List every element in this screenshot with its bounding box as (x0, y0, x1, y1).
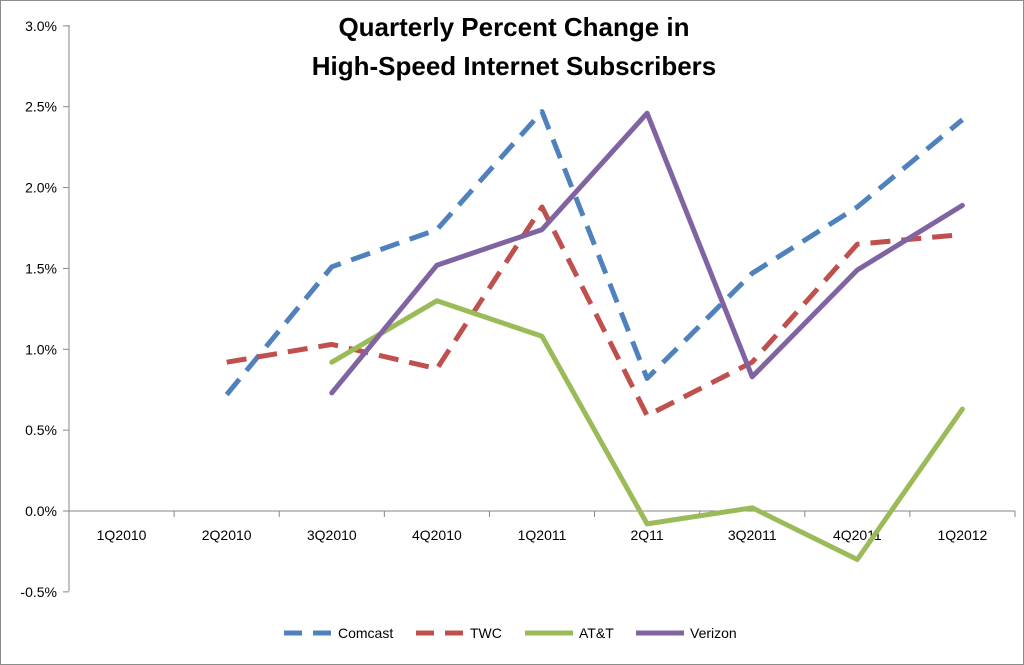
series-line-twc (226, 204, 963, 419)
y-tick-label: 2.5% (25, 99, 57, 115)
x-tick-label: 2Q11 (631, 527, 664, 543)
x-tick-label: 3Q2010 (307, 527, 357, 543)
y-tick-label: 1.5% (25, 260, 57, 276)
y-tick-label: 3.0% (25, 18, 57, 34)
x-tick-label: 2Q2010 (202, 527, 252, 543)
y-tick-label: 0.5% (25, 422, 57, 438)
legend-label-twc: TWC (470, 625, 502, 641)
x-tick-label: 1Q2010 (97, 527, 147, 543)
y-tick-label: -0.5% (20, 584, 57, 600)
legend: Comcast TWC AT&T Verizon (284, 625, 737, 641)
chart-title-line-2: High-Speed Internet Subscribers (312, 51, 717, 81)
legend-label-comcast: Comcast (338, 625, 393, 641)
series-line-verizon (329, 110, 965, 396)
y-tick-label: 1.0% (25, 341, 57, 357)
chart-title-line-1: Quarterly Percent Change in (338, 12, 689, 42)
x-tick-label: 3Q2011 (728, 527, 777, 543)
axes: 3.0% 2.5% 2.0% 1.5% 1.0% 0.5% 0.0% -0.5% 1Q2010 2… (20, 18, 1016, 600)
legend-label-at-t: AT&T (579, 625, 614, 641)
legend-label-verizon: Verizon (690, 625, 737, 641)
series-line-comcast (224, 109, 964, 397)
y-tick-label: 2.0% (25, 180, 57, 196)
series-line-at-t (329, 298, 965, 562)
y-tick-label: 0.0% (25, 503, 57, 519)
x-tick-label: 4Q2010 (412, 527, 462, 543)
x-tick-label: 1Q2011 (518, 527, 567, 543)
x-tick-label: 1Q2012 (938, 527, 988, 543)
series-lines (224, 109, 965, 562)
